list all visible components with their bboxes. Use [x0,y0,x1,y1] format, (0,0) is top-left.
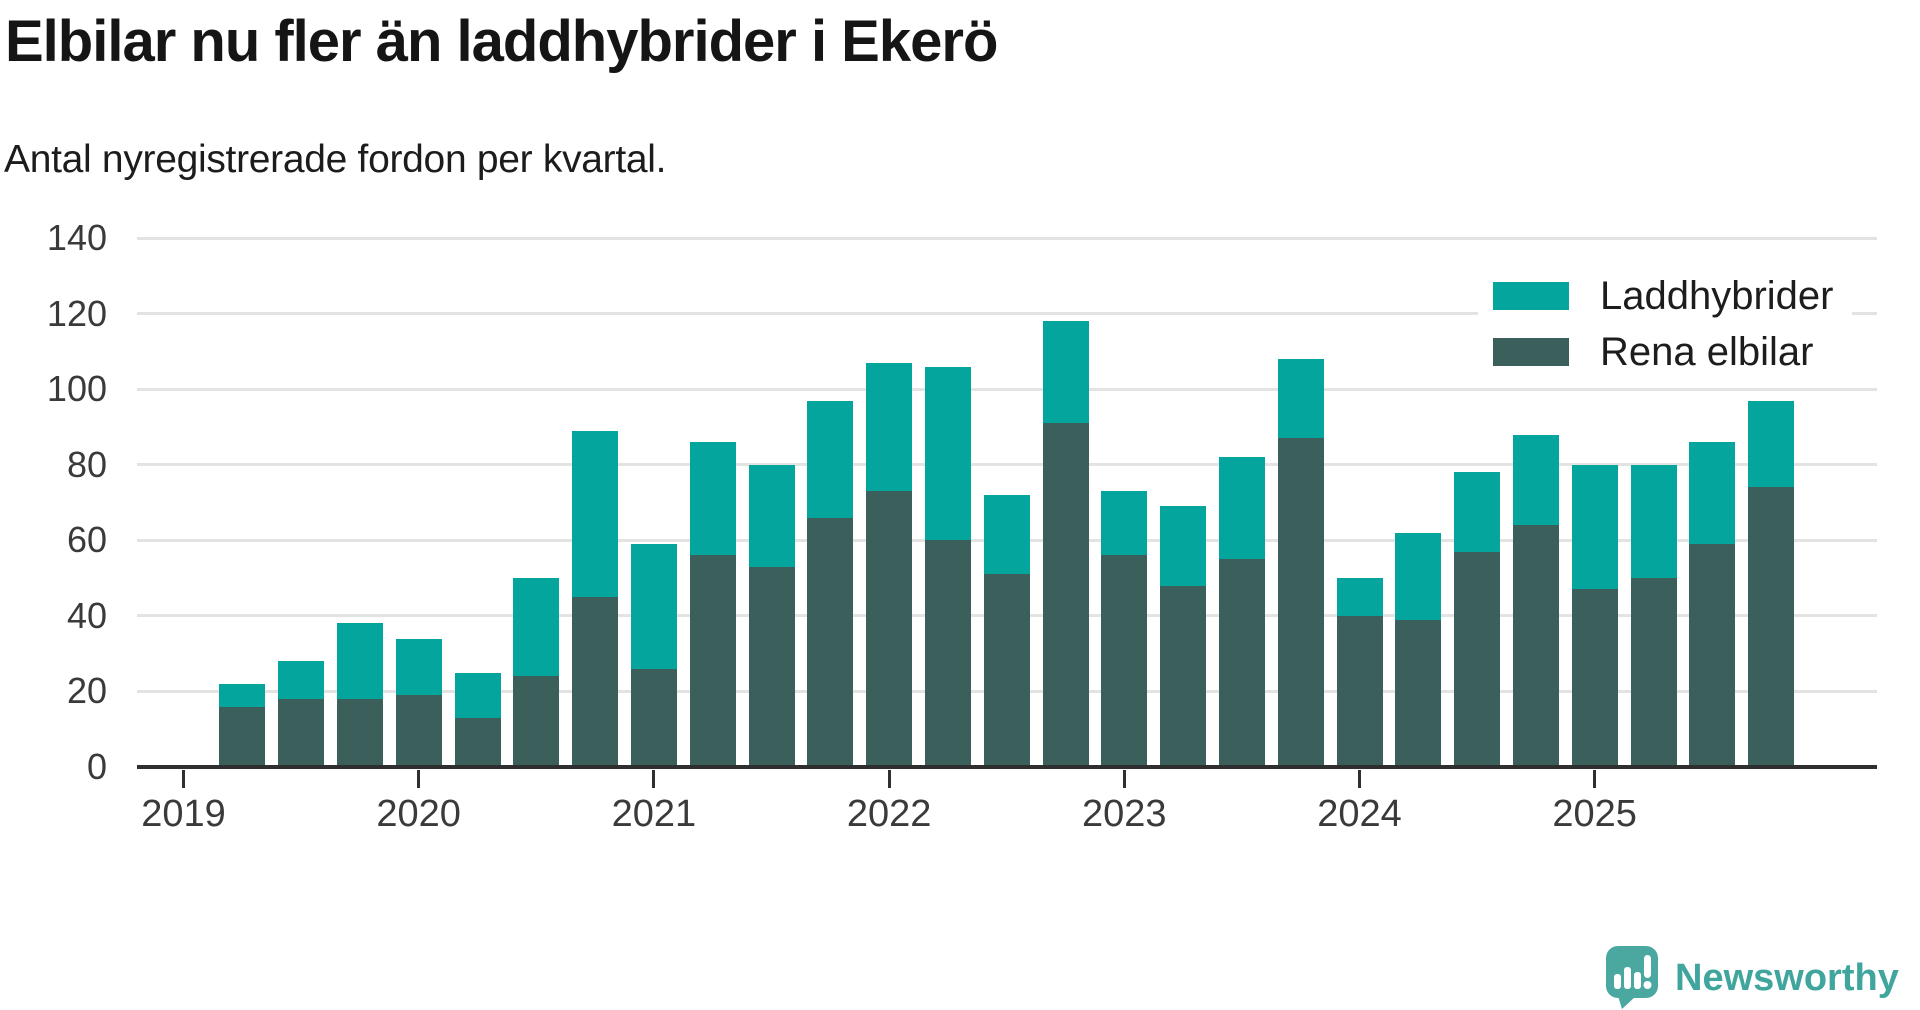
bar-2022-q1-laddhybrider [866,362,913,492]
x-tick-2019 [182,770,185,788]
bar-2021-q1-rena-elbilar [630,668,677,767]
bar-2022-q3-laddhybrider [983,494,1030,575]
bar-2025-q1-rena-elbilar [1571,589,1618,767]
bar-2020-q3-laddhybrider [513,578,560,677]
x-tick-label-2022: 2022 [846,793,932,835]
x-tick-label-2025: 2025 [1552,793,1637,835]
x-tick-2023 [1122,770,1126,788]
bar-2024-q3-laddhybrider [1454,472,1501,552]
bar-2022-q3-rena-elbilar [983,574,1030,767]
bar-2023-q1-rena-elbilar [1101,555,1148,767]
bar-2020-q2-laddhybrider [454,672,501,718]
x-tick-label-2021: 2021 [611,793,697,835]
legend-label-rena-elbilar: Rena elbilar [1600,330,1814,374]
bar-2019-q2-laddhybrider [219,683,266,707]
x-tick-2021 [652,770,656,788]
bar-2024-q3-rena-elbilar [1454,551,1501,767]
bar-2020-q3-rena-elbilar [513,676,560,767]
bar-2025-q4-rena-elbilar [1748,487,1795,767]
brand-name: Newsworthy [1675,956,1899,999]
y-tick-label-140: 140 [46,217,107,258]
bar-2024-q2-rena-elbilar [1395,619,1442,767]
bar-2020-q4-rena-elbilar [572,597,619,767]
bar-2023-q2-laddhybrider [1160,506,1207,586]
gridline-y-120 [137,312,1877,316]
bar-2023-q4-laddhybrider [1277,358,1324,439]
bar-2021-q4-laddhybrider [807,400,854,518]
y-tick-label-120: 120 [46,292,107,334]
bar-2021-q3-laddhybrider [748,464,795,567]
bar-2025-q3-laddhybrider [1689,442,1736,544]
x-tick-label-2019: 2019 [141,793,226,835]
bar-2020-q1-laddhybrider [395,638,442,696]
bar-2020-q1-rena-elbilar [395,695,442,767]
x-tick-label-2023: 2023 [1082,793,1167,835]
bar-2024-q4-laddhybrider [1512,434,1559,526]
bar-2023-q3-rena-elbilar [1218,559,1265,767]
bar-2022-q2-laddhybrider [924,366,971,541]
x-axis-line [137,765,1877,769]
y-tick-label-40: 40 [66,594,107,636]
legend-swatch-laddhybrider [1493,282,1569,310]
legend-swatch-rena-elbilar [1493,338,1569,366]
y-tick-label-0: 0 [86,746,107,787]
legend-label-laddhybrider: Laddhybrider [1600,274,1834,318]
bar-2020-q2-rena-elbilar [454,717,501,767]
bar-2019-q3-rena-elbilar [278,699,325,767]
gridline-y-80 [137,463,1877,467]
newsworthy-bubble-icon [1606,946,1658,1009]
y-tick-label-100: 100 [46,368,107,410]
bar-2024-q2-laddhybrider [1395,532,1442,620]
bar-2023-q2-rena-elbilar [1160,585,1207,767]
bar-2021-q2-rena-elbilar [689,555,736,767]
y-tick-label-80: 80 [66,443,107,485]
bar-2025-q4-laddhybrider [1748,400,1795,488]
bar-2019-q4-laddhybrider [336,623,383,699]
x-tick-2020 [417,770,421,788]
bar-2025-q3-rena-elbilar [1689,544,1736,767]
x-tick-label-2024: 2024 [1317,793,1402,835]
bar-2022-q4-laddhybrider [1042,321,1089,424]
legend: Laddhybrider Rena elbilar [1478,250,1852,387]
legend-item-rena-elbilar: Rena elbilar [1493,330,1852,374]
bar-2019-q4-rena-elbilar [336,699,383,767]
bar-2021-q3-rena-elbilar [748,566,795,767]
bar-2023-q4-rena-elbilar [1277,438,1324,767]
bar-2021-q2-laddhybrider [689,442,736,556]
bar-2019-q3-laddhybrider [278,661,325,699]
bar-2022-q4-rena-elbilar [1042,423,1089,767]
gridline-y-100 [137,387,1877,391]
chart-title: Elbilar nu fler än laddhybrider i Ekerö [5,9,998,74]
bar-2022-q2-rena-elbilar [924,540,971,767]
y-tick-label-60: 60 [66,519,107,561]
bar-2025-q2-laddhybrider [1630,464,1677,579]
bar-2022-q1-rena-elbilar [866,491,913,767]
bar-2021-q1-laddhybrider [630,544,677,669]
legend-item-laddhybrider: Laddhybrider [1493,274,1852,318]
chart-subtitle: Antal nyregistrerade fordon per kvartal. [4,138,667,181]
bar-2024-q1-rena-elbilar [1336,615,1383,767]
x-tick-label-2020: 2020 [376,793,461,835]
y-tick-label-20: 20 [66,670,107,712]
bar-2020-q4-laddhybrider [572,430,619,597]
bar-2023-q1-laddhybrider [1101,491,1148,556]
bar-2023-q3-laddhybrider [1218,457,1265,560]
bar-2021-q4-rena-elbilar [807,517,854,767]
bar-2019-q2-rena-elbilar [219,706,266,767]
bar-2025-q2-rena-elbilar [1630,578,1677,767]
bar-2025-q1-laddhybrider [1571,464,1618,590]
bar-2024-q1-laddhybrider [1336,578,1383,616]
x-tick-2022 [887,770,891,788]
newsworthy-logo: Newsworthy [1606,946,1899,1010]
gridline-y-140 [137,236,1877,240]
x-tick-2025 [1593,770,1597,788]
bar-2024-q4-rena-elbilar [1512,525,1559,767]
x-tick-2024 [1358,770,1361,788]
